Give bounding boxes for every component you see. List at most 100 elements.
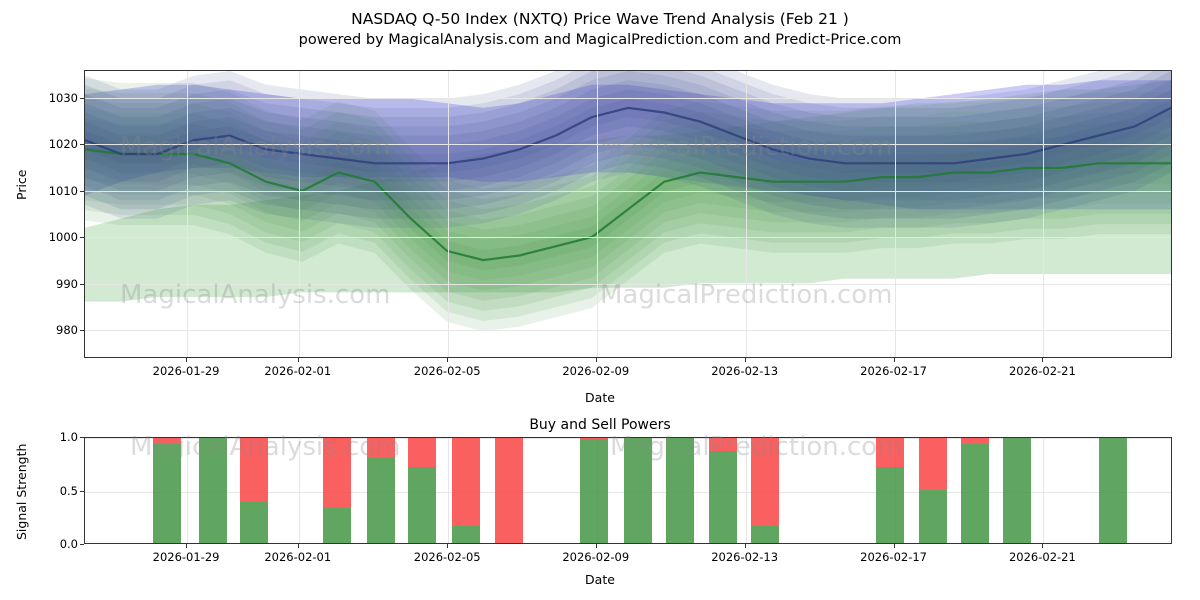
signal-x-tick-label: 2026-02-17 bbox=[860, 550, 927, 564]
signal-y-tick-label: 1.0 bbox=[18, 430, 78, 444]
signal-x-tick-label: 2026-02-09 bbox=[562, 550, 629, 564]
signal-bar bbox=[408, 438, 436, 543]
gridline-vertical bbox=[895, 71, 896, 357]
signal-x-tick-label: 2026-02-01 bbox=[264, 550, 331, 564]
price-y-tick-label: 990 bbox=[18, 277, 78, 291]
axis-tick bbox=[596, 358, 597, 362]
gridline-horizontal bbox=[85, 284, 1171, 285]
price-chart-panel bbox=[84, 70, 1172, 358]
signal-plot-area bbox=[85, 438, 1171, 543]
signal-bar bbox=[323, 438, 351, 543]
gridline-horizontal bbox=[85, 330, 1171, 331]
buy-power-segment bbox=[919, 490, 947, 544]
buy-power-segment bbox=[709, 451, 737, 543]
sell-power-segment bbox=[495, 438, 523, 543]
signal-y-tick-label: 0.5 bbox=[18, 484, 78, 498]
axis-tick bbox=[80, 191, 84, 192]
buy-power-segment bbox=[452, 526, 480, 543]
axis-tick bbox=[1042, 358, 1043, 362]
sell-power-segment bbox=[709, 438, 737, 451]
signal-bar bbox=[751, 438, 779, 543]
axis-tick bbox=[447, 358, 448, 362]
buy-power-segment bbox=[1099, 438, 1127, 543]
sell-power-segment bbox=[452, 438, 480, 526]
chart-title-block: NASDAQ Q-50 Index (NXTQ) Price Wave Tren… bbox=[0, 8, 1200, 51]
signal-x-axis-label: Date bbox=[0, 572, 1200, 587]
signal-bar bbox=[240, 438, 268, 543]
price-wave-svg bbox=[85, 71, 1171, 357]
buy-power-segment bbox=[408, 467, 436, 543]
gridline-vertical bbox=[1043, 438, 1044, 543]
sell-power-segment bbox=[367, 438, 395, 458]
axis-tick bbox=[186, 358, 187, 362]
price-x-tick-label: 2026-02-09 bbox=[562, 364, 629, 378]
signal-bar bbox=[919, 438, 947, 543]
price-y-tick-label: 1020 bbox=[18, 137, 78, 151]
signal-bar bbox=[709, 438, 737, 543]
axis-tick bbox=[80, 98, 84, 99]
price-y-tick-label: 1030 bbox=[18, 91, 78, 105]
buy-power-segment bbox=[1003, 438, 1031, 543]
signal-bar bbox=[961, 438, 989, 543]
gridline-vertical bbox=[746, 438, 747, 543]
buy-power-segment bbox=[624, 438, 652, 543]
signal-bar bbox=[624, 438, 652, 543]
price-y-tick-label: 1000 bbox=[18, 230, 78, 244]
gridline-vertical bbox=[448, 71, 449, 357]
page-title: NASDAQ Q-50 Index (NXTQ) Price Wave Tren… bbox=[0, 8, 1200, 30]
price-y-tick-label: 1010 bbox=[18, 184, 78, 198]
price-x-tick-label: 2026-02-13 bbox=[711, 364, 778, 378]
price-x-tick-label: 2026-02-21 bbox=[1009, 364, 1076, 378]
axis-tick bbox=[186, 544, 187, 548]
sell-power-segment bbox=[240, 438, 268, 502]
price-x-tick-label: 2026-02-17 bbox=[860, 364, 927, 378]
axis-tick bbox=[1042, 544, 1043, 548]
signal-bar bbox=[199, 438, 227, 543]
signal-bar bbox=[666, 438, 694, 543]
price-x-tick-label: 2026-02-05 bbox=[414, 364, 481, 378]
buy-power-segment bbox=[580, 439, 608, 543]
axis-tick bbox=[80, 144, 84, 145]
axis-tick bbox=[894, 544, 895, 548]
buy-power-segment bbox=[876, 467, 904, 543]
axis-tick bbox=[80, 544, 84, 545]
gridline-horizontal bbox=[85, 237, 1171, 238]
axis-tick bbox=[745, 544, 746, 548]
buy-power-segment bbox=[153, 444, 181, 544]
signal-bar bbox=[1099, 438, 1127, 543]
axis-tick bbox=[298, 544, 299, 548]
signal-bar bbox=[153, 438, 181, 543]
sell-power-segment bbox=[751, 438, 779, 526]
gridline-vertical bbox=[187, 438, 188, 543]
price-plot-area bbox=[85, 71, 1171, 357]
signal-x-tick-label: 2026-02-13 bbox=[711, 550, 778, 564]
gridline-vertical bbox=[299, 71, 300, 357]
signal-x-tick-label: 2026-02-21 bbox=[1009, 550, 1076, 564]
sell-power-segment bbox=[919, 438, 947, 490]
gridline-vertical bbox=[746, 71, 747, 357]
axis-tick bbox=[80, 437, 84, 438]
axis-tick bbox=[80, 491, 84, 492]
buy-power-segment bbox=[961, 444, 989, 544]
signal-chart-title: Buy and Sell Powers bbox=[0, 417, 1200, 433]
axis-tick bbox=[80, 237, 84, 238]
signal-bar bbox=[1003, 438, 1031, 543]
price-x-axis-label: Date bbox=[0, 390, 1200, 405]
sell-power-segment bbox=[876, 438, 904, 467]
page-subtitle: powered by MagicalAnalysis.com and Magic… bbox=[0, 30, 1200, 51]
gridline-vertical bbox=[299, 438, 300, 543]
gridline-horizontal bbox=[85, 98, 1171, 99]
signal-chart-panel bbox=[84, 437, 1172, 544]
axis-tick bbox=[298, 358, 299, 362]
axis-tick bbox=[80, 330, 84, 331]
gridline-vertical bbox=[187, 71, 188, 357]
buy-power-segment bbox=[199, 438, 227, 543]
axis-tick bbox=[447, 544, 448, 548]
buy-power-segment bbox=[666, 438, 694, 543]
signal-x-tick-label: 2026-02-05 bbox=[414, 550, 481, 564]
buy-power-segment bbox=[240, 502, 268, 543]
price-y-tick-label: 980 bbox=[18, 323, 78, 337]
sell-power-segment bbox=[323, 438, 351, 508]
signal-bar bbox=[495, 438, 523, 543]
gridline-horizontal bbox=[85, 144, 1171, 145]
